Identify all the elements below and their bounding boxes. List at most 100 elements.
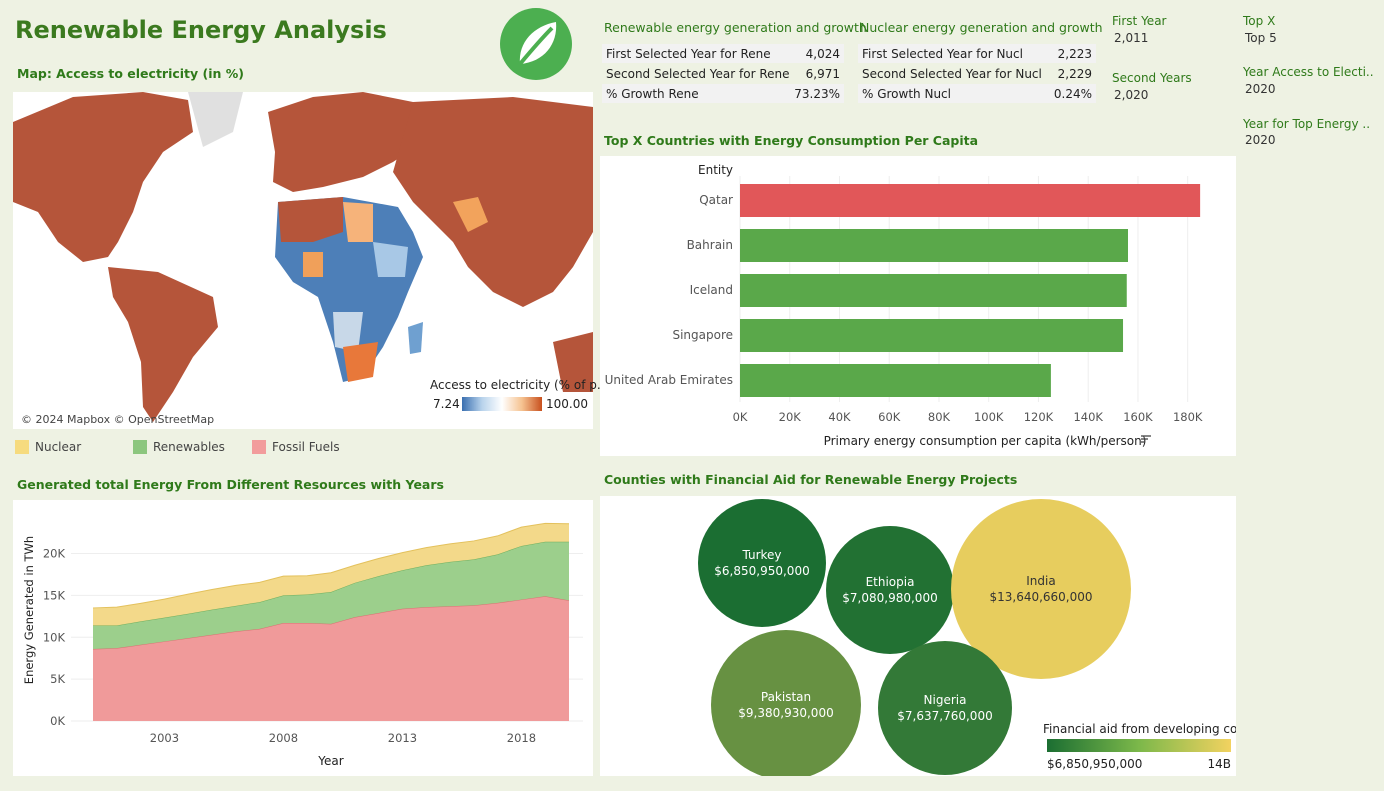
legend-renewables[interactable]: Renewables: [133, 440, 225, 454]
area-renewables-line: [93, 541, 569, 627]
bar-x-tick: 20K: [779, 410, 802, 424]
area-y-axis-label: Energy Generated in TWh: [22, 536, 36, 684]
region-south-america[interactable]: [108, 267, 218, 422]
world-map[interactable]: © 2024 Mapbox © OpenStreetMap: [13, 92, 593, 429]
bubble-pakistan[interactable]: Pakistan $9,380,930,000: [711, 630, 861, 780]
bar-united-arab-emirates[interactable]: [740, 364, 1051, 397]
bar-x-tick: 0K: [733, 410, 748, 424]
area-y-tick: 20K: [43, 547, 66, 561]
second-years-value[interactable]: 2,020: [1114, 88, 1149, 102]
renewable-table: First Selected Year for Rene 4,024 Second…: [602, 44, 844, 104]
region-australia[interactable]: [553, 332, 593, 392]
bar-chart-panel: Entity 0K 20K 40K 60K 80K 100K 120K 140K 160K 180K…: [600, 156, 1236, 456]
legend-label-renewables: Renewables: [153, 440, 225, 454]
bar-x-tick: 140K: [1073, 410, 1103, 424]
second-years-label: Second Years: [1112, 71, 1192, 85]
row-label: % Growth Rene: [606, 86, 699, 101]
bar-x-tick: 120K: [1024, 410, 1054, 424]
map-legend-gradient: [462, 397, 542, 411]
legend-swatch-renewables: [133, 440, 147, 454]
table-row: First Selected Year for Rene 4,024: [602, 44, 844, 63]
area-renewables[interactable]: [93, 541, 569, 649]
legend-label-fossil: Fossil Fuels: [272, 440, 340, 454]
bar-x-tick: 40K: [828, 410, 851, 424]
year-access-value[interactable]: 2020: [1245, 82, 1276, 96]
row-label: % Growth Nucl: [862, 86, 951, 101]
map-attribution: © 2024 Mapbox © OpenStreetMap: [21, 413, 214, 426]
area-chart-title: Generated total Energy From Different Re…: [17, 477, 444, 492]
top-x-value[interactable]: Top 5: [1245, 31, 1277, 45]
bubble-nigeria[interactable]: Nigeria $7,637,760,000: [878, 641, 1012, 775]
bar-qatar[interactable]: [740, 184, 1201, 217]
bubble-legend-min: $6,850,950,000: [1047, 757, 1142, 771]
dashboard-title: Renewable Energy Analysis: [15, 16, 387, 44]
bar-x-axis-label: Primary energy consumption per capita (k…: [824, 434, 1147, 448]
bar-x-tick: 100K: [974, 410, 1004, 424]
leaf-logo-icon: [500, 8, 572, 80]
first-year-value[interactable]: 2,011: [1114, 31, 1149, 45]
region-asia[interactable]: [393, 97, 593, 307]
map-panel[interactable]: © 2024 Mapbox © OpenStreetMap: [13, 92, 593, 429]
row-label: First Selected Year for Nucl: [862, 46, 1023, 61]
bar-chart[interactable]: Entity 0K 20K 40K 60K 80K 100K 120K 140K 160K 180K…: [600, 156, 1236, 456]
area-x-tick: 2003: [150, 731, 179, 745]
bubble-name-label: Ethiopia: [866, 575, 915, 589]
bar-category-label: United Arab Emirates: [605, 373, 733, 387]
bubble-value-label: $7,080,980,000: [842, 591, 937, 605]
top-x-label: Top X: [1243, 14, 1276, 28]
legend-fossil[interactable]: Fossil Fuels: [252, 440, 340, 454]
bubble-ethiopia[interactable]: Ethiopia $7,080,980,000: [826, 526, 954, 654]
nuclear-table: First Selected Year for Nucl 2,223 Second…: [858, 44, 1096, 104]
row-label: Second Selected Year for Nucl: [862, 66, 1042, 81]
area-y-tick: 0K: [50, 714, 65, 728]
map-legend-max: 100.00: [546, 397, 588, 411]
bubble-chart[interactable]: Turkey $6,850,950,000 Ethiopia $7,080,980,0…: [600, 496, 1253, 780]
first-year-label: First Year: [1112, 14, 1167, 28]
bubble-circle: [951, 499, 1131, 679]
bar-x-tick: 60K: [878, 410, 901, 424]
bar-category-label: Qatar: [699, 193, 733, 207]
area-nuclear[interactable]: [93, 523, 569, 626]
bar-iceland[interactable]: [740, 274, 1127, 307]
map-legend-min: 7.24: [433, 397, 460, 411]
bubble-circle: [826, 526, 954, 654]
bubble-value-label: $6,850,950,000: [714, 564, 809, 578]
bubble-circle: [698, 499, 826, 627]
region-afghanistan[interactable]: [453, 197, 488, 232]
bubble-name-label: Turkey: [741, 548, 781, 562]
bubble-legend-max: 14B: [1207, 757, 1231, 771]
bar-bahrain[interactable]: [740, 229, 1128, 262]
table-row: % Growth Rene 73.23%: [602, 84, 844, 103]
bar-category-label: Bahrain: [687, 238, 733, 252]
legend-nuclear[interactable]: Nuclear: [15, 440, 81, 454]
bubble-india[interactable]: India $13,640,660,000: [951, 499, 1131, 679]
area-chart[interactable]: 0K 5K 10K 15K 20K 2003 2008 2013 2018 Year Energy …: [13, 500, 593, 776]
map-legend-title: Access to electricity (% of p..: [430, 378, 605, 392]
legend-swatch-nuclear: [15, 440, 29, 454]
area-fossil-fuels[interactable]: [93, 596, 569, 721]
region-europe[interactable]: [268, 92, 423, 192]
bar-x-tick: 180K: [1173, 410, 1203, 424]
region-north-america[interactable]: [13, 92, 193, 262]
bubble-circle: [878, 641, 1012, 775]
row-value: 0.24%: [1053, 86, 1092, 101]
map-title: Map: Access to electricity (in %): [17, 66, 245, 81]
region-africa[interactable]: [275, 197, 423, 382]
bubble-turkey[interactable]: Turkey $6,850,950,000: [698, 499, 826, 627]
area-x-tick: 2008: [269, 731, 298, 745]
table-row: Second Selected Year for Nucl 2,229: [858, 64, 1096, 83]
year-access-label: Year Access to Electi..: [1243, 65, 1374, 79]
bubble-value-label: $13,640,660,000: [989, 590, 1092, 604]
renewable-table-title: Renewable energy generation and growth: [604, 20, 867, 35]
area-y-tick: 15K: [43, 588, 66, 602]
legend-swatch-fossil: [252, 440, 266, 454]
bubble-value-label: $7,637,760,000: [897, 709, 992, 723]
bar-x-tick: 80K: [928, 410, 951, 424]
row-value: 2,229: [1057, 66, 1092, 81]
area-y-tick: 5K: [50, 672, 65, 686]
row-label: First Selected Year for Rene: [606, 46, 771, 61]
year-top-energy-value[interactable]: 2020: [1245, 133, 1276, 147]
bubble-legend-gradient: [1047, 739, 1231, 752]
region-greenland[interactable]: [188, 92, 243, 147]
bar-singapore[interactable]: [740, 319, 1124, 352]
